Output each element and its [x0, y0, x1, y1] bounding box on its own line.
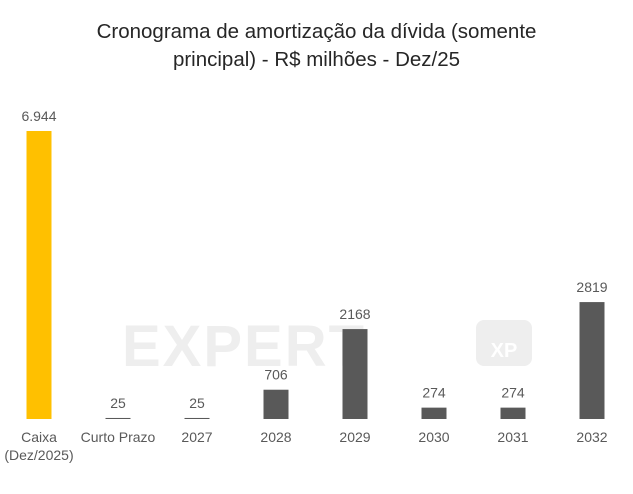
- category-label-5: 2030: [418, 429, 449, 445]
- bar-4: [342, 329, 368, 419]
- category-label-0-1: (Dez/2025): [4, 447, 73, 463]
- bar-6: [500, 407, 526, 419]
- category-label-7: 2032: [576, 429, 607, 445]
- category-label-6: 2031: [497, 429, 528, 445]
- category-labels: Caixa (Dez/2025) Curto Prazo 2027 2028 2029 20…: [4, 429, 607, 463]
- watermark-text: EXPERT: [122, 314, 366, 379]
- value-label-1: 25: [110, 395, 126, 411]
- value-label-3: 706: [264, 367, 288, 383]
- value-label-4: 2168: [339, 306, 370, 322]
- bars: [26, 131, 605, 419]
- expert-watermark: EXPERT XP: [122, 314, 532, 379]
- chart-title: Cronograma de amortização da dívida (som…: [96, 20, 537, 71]
- value-label-2: 25: [189, 395, 205, 411]
- bar-5: [421, 407, 447, 419]
- bar-1: [105, 417, 131, 419]
- value-label-0: 6.944: [21, 108, 56, 124]
- bar-2: [184, 417, 210, 419]
- category-label-3: 2028: [260, 429, 291, 445]
- bar-7: [579, 302, 605, 419]
- bar-0: [26, 131, 52, 419]
- bar-3: [263, 389, 289, 419]
- value-label-6: 274: [501, 385, 525, 401]
- value-labels: 6.944 25 25 706 2168 274 274 2819: [21, 108, 607, 411]
- category-label-0-0: Caixa: [21, 429, 57, 445]
- category-label-2: 2027: [181, 429, 212, 445]
- category-label-1: Curto Prazo: [81, 429, 156, 445]
- watermark-logo-text: XP: [491, 340, 518, 362]
- value-label-5: 274: [422, 385, 446, 401]
- xp-logo-icon: [476, 320, 532, 366]
- category-label-4: 2029: [339, 429, 370, 445]
- value-label-7: 2819: [576, 279, 607, 295]
